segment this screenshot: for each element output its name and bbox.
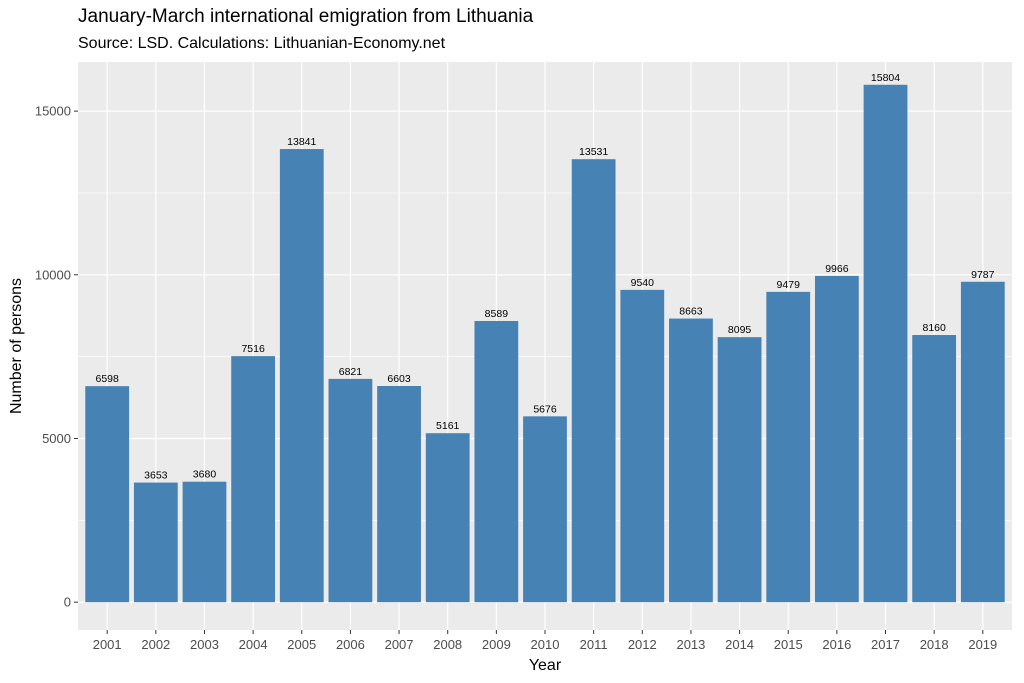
x-tick-label-2018: 2018 (920, 637, 949, 652)
bar-2006 (328, 378, 373, 603)
bar-value-label-2019: 9787 (971, 269, 995, 281)
x-tick-label-2012: 2012 (628, 637, 657, 652)
x-tick-label-2008: 2008 (433, 637, 462, 652)
bar-value-label-2004: 7516 (241, 343, 265, 355)
bar-value-label-2015: 9479 (777, 279, 801, 291)
bar-value-label-2003: 3680 (193, 469, 217, 481)
bar-value-label-2018: 8160 (922, 322, 946, 334)
bar-value-label-2001: 6598 (96, 373, 120, 385)
x-tick-label-2010: 2010 (531, 637, 560, 652)
bar-2010 (523, 416, 567, 603)
x-tick-label-2015: 2015 (774, 637, 803, 652)
bar-2002 (133, 482, 178, 603)
bar-value-label-2011: 13531 (579, 146, 608, 158)
x-tick-label-2017: 2017 (871, 637, 900, 652)
bar-value-label-2013: 8663 (679, 306, 703, 318)
x-tick-label-2005: 2005 (287, 637, 316, 652)
x-tick-label-2016: 2016 (822, 637, 851, 652)
x-tick-label-2009: 2009 (482, 637, 511, 652)
bar-2018 (912, 335, 957, 603)
chart-title: January-March international emigration f… (78, 6, 534, 27)
bar-2019 (960, 281, 1005, 603)
bar-value-label-2002: 3653 (144, 470, 168, 482)
x-axis-title: Year (529, 657, 562, 674)
x-tick-label-2019: 2019 (968, 637, 997, 652)
x-tick-label-2004: 2004 (239, 637, 268, 652)
bar-value-label-2006: 6821 (339, 366, 363, 378)
bar-2017 (863, 84, 908, 603)
x-tick-label-2006: 2006 (336, 637, 365, 652)
bar-value-labels: 6598 3653 3680 7516 13841 6821 6603 5161 8589 567… (96, 72, 995, 482)
bar-2008 (425, 433, 470, 603)
x-tick-label-2014: 2014 (725, 637, 754, 652)
y-axis-title: Number of persons (8, 278, 25, 414)
bar-2012 (620, 289, 665, 603)
y-tick-label: 5000 (42, 431, 71, 446)
bar-value-label-2010: 5676 (533, 403, 557, 415)
bar-value-label-2012: 9540 (631, 277, 655, 289)
bar-value-label-2014: 8095 (728, 324, 752, 336)
bar-2013 (669, 318, 713, 603)
bar-2014 (717, 337, 762, 603)
bar-2003 (182, 481, 227, 603)
bar-value-label-2005: 13841 (287, 136, 316, 148)
bar-2007 (377, 386, 421, 603)
bar-2004 (231, 356, 276, 603)
y-tick-label: 10000 (35, 267, 71, 282)
bar-2001 (85, 386, 130, 603)
bar-2016 (814, 275, 859, 603)
x-tick-label-2007: 2007 (385, 637, 414, 652)
bar-value-label-2017: 15804 (871, 72, 900, 84)
x-tick-label-2001: 2001 (93, 637, 122, 652)
bar-2009 (474, 320, 519, 603)
x-tick-label-2011: 2011 (580, 637, 608, 652)
x-tick-label-2013: 2013 (676, 637, 705, 652)
bar-2005 (279, 149, 324, 603)
y-tick-label: 15000 (35, 104, 71, 119)
y-axis: 0 5000 10000 15000 (35, 104, 78, 610)
bar-2011 (571, 159, 616, 603)
bar-value-label-2016: 9966 (825, 263, 849, 275)
x-tick-label-2002: 2002 (141, 637, 170, 652)
y-tick-label: 0 (64, 595, 71, 610)
bar-value-label-2007: 6603 (387, 373, 411, 385)
bar-value-label-2009: 8589 (485, 308, 509, 320)
chart-subtitle: Source: LSD. Calculations: Lithuanian-Ec… (78, 35, 446, 52)
x-axis: 2001 2002 2003 2004 2005 2006 2007 2008 2009 2010… (93, 630, 997, 652)
x-tick-label-2003: 2003 (190, 637, 219, 652)
bar-value-label-2008: 5161 (436, 420, 460, 432)
bars (85, 84, 1005, 603)
bar-2015 (766, 291, 811, 603)
